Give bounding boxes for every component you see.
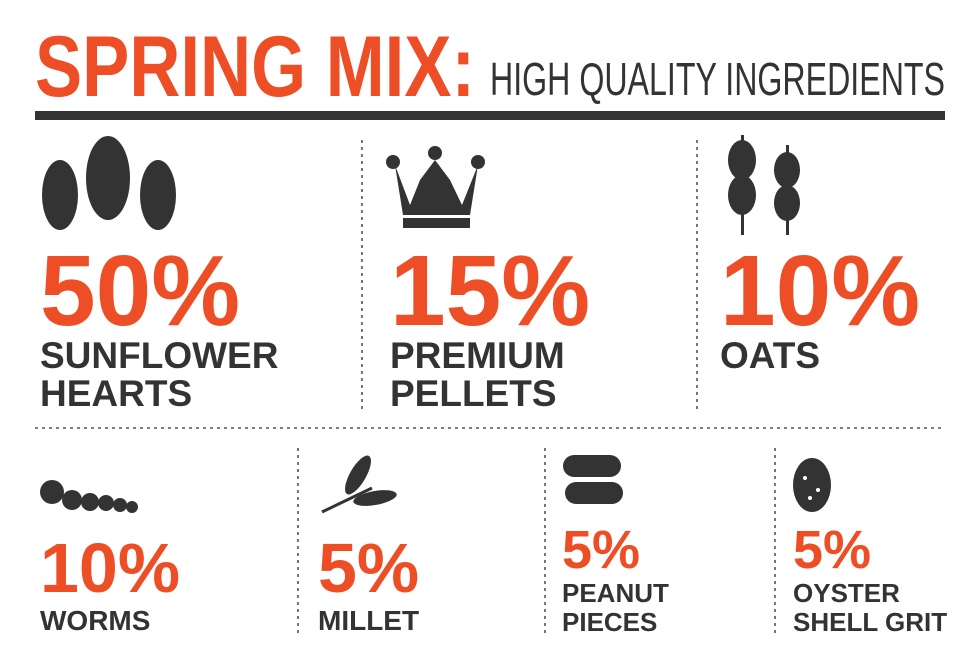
seed-icon [42,136,176,230]
dividers [35,140,945,635]
ingredient-name: PEANUT [562,578,669,608]
worm-icon [40,480,138,513]
percent: 15% [390,235,590,347]
percent: 5% [318,529,419,607]
ingredient-name: SHELL GRIT [793,607,947,637]
percent: 10% [720,235,920,347]
percent: 50% [40,235,240,347]
percent: 5% [562,520,640,580]
ingredient-name: OATS [720,335,820,376]
subtitle: HIGH QUALITY INGREDIENTS [490,53,945,105]
ingredient-name: HEARTS [40,373,192,414]
crown-icon [386,146,485,228]
ingredient-name: PELLETS [390,373,557,414]
title-rule [35,111,945,120]
ingredient-name: SUNFLOWER [40,335,278,376]
ingredient-name: WORMS [40,605,150,636]
ingredient-name: MILLET [318,605,419,636]
peanut-icon [563,455,623,504]
ingredient-name: OYSTER [793,578,900,608]
percent: 10% [40,529,180,607]
ingredient-name: PREMIUM [390,335,565,376]
title: SPRING MIX: [35,19,475,115]
millet-icon [321,455,397,514]
percent: 5% [793,520,871,580]
oats-icon [728,135,800,235]
ingredient-name: PIECES [562,607,657,637]
egg-icon [793,458,831,512]
